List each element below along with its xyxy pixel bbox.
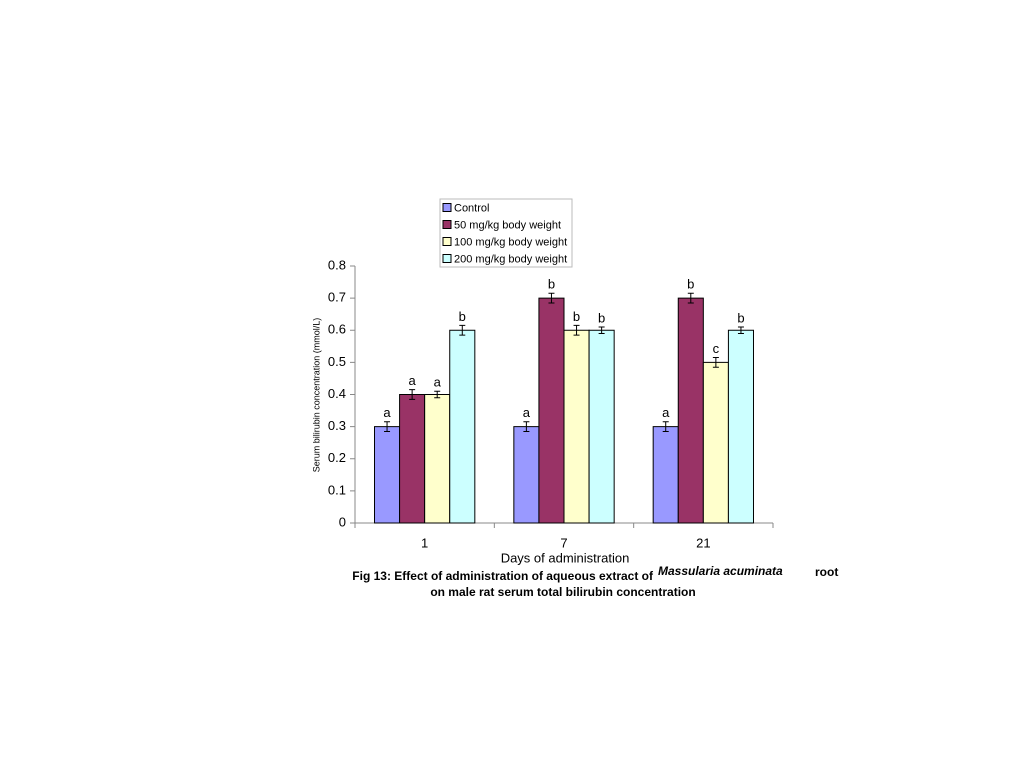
error-bar <box>573 324 580 336</box>
legend-label: 100 mg/kg body weight <box>454 236 567 248</box>
bar <box>677 297 704 524</box>
y-tick-label: 0.1 <box>328 482 346 497</box>
significance-letter: a <box>383 405 391 420</box>
bar <box>538 297 565 524</box>
y-tick-label: 0.5 <box>328 354 346 369</box>
legend-label: 50 mg/kg body weight <box>454 219 561 231</box>
significance-letter: b <box>737 310 744 325</box>
bar <box>374 426 401 524</box>
y-tick-label: 0.6 <box>328 322 346 337</box>
legend-label: 200 mg/kg body weight <box>454 253 567 265</box>
significance-letter: b <box>459 309 466 324</box>
bar <box>513 426 540 524</box>
x-tick-label: 7 <box>560 535 567 550</box>
bar <box>563 329 590 524</box>
significance-letter: b <box>598 310 605 325</box>
significance-letter: b <box>548 277 555 292</box>
bar <box>727 329 754 524</box>
significance-letter: a <box>523 405 531 420</box>
x-axis-label: Days of administration <box>501 550 630 565</box>
x-tick-label: 1 <box>421 535 428 550</box>
y-tick-label: 0 <box>339 514 346 529</box>
legend-swatch <box>442 237 452 246</box>
bar <box>652 426 679 524</box>
bar <box>702 361 729 524</box>
caption: Fig 13: Effect of administration of aque… <box>352 569 654 583</box>
legend-label: Control <box>454 202 489 214</box>
error-bar <box>523 421 530 432</box>
legend-swatch <box>442 254 452 263</box>
significance-letter: a <box>409 373 417 388</box>
caption: root <box>815 565 838 579</box>
error-bar <box>737 326 744 334</box>
y-axis-label: Serum bilirubin concentration (mmol/L) <box>311 318 321 473</box>
error-bar <box>712 357 719 368</box>
error-bar <box>598 326 605 334</box>
bar <box>424 394 451 524</box>
bar <box>399 394 426 524</box>
significance-letter: b <box>573 309 580 324</box>
caption: on male rat serum total bilirubin concen… <box>430 585 695 599</box>
error-bar <box>434 390 441 399</box>
caption-species: Massularia acuminata <box>658 564 783 578</box>
error-bar <box>384 421 391 432</box>
error-bar <box>459 324 466 336</box>
x-tick-label: 21 <box>696 535 710 550</box>
legend-box <box>439 198 573 268</box>
significance-letter: c <box>713 341 720 356</box>
y-tick-label: 0.7 <box>328 290 346 305</box>
significance-letter: a <box>662 405 670 420</box>
y-tick-label: 0.2 <box>328 450 346 465</box>
bar <box>588 329 615 524</box>
bar <box>449 329 476 524</box>
error-bar <box>687 292 694 304</box>
legend-swatch <box>442 203 452 212</box>
y-tick-label: 0.8 <box>328 257 346 272</box>
error-bar <box>662 421 669 432</box>
significance-letter: a <box>434 375 442 390</box>
error-bar <box>409 389 416 400</box>
legend-swatch <box>442 220 452 229</box>
error-bar <box>548 292 555 304</box>
y-tick-label: 0.4 <box>328 386 346 401</box>
y-tick-label: 0.3 <box>328 418 346 433</box>
significance-letter: b <box>687 277 694 292</box>
